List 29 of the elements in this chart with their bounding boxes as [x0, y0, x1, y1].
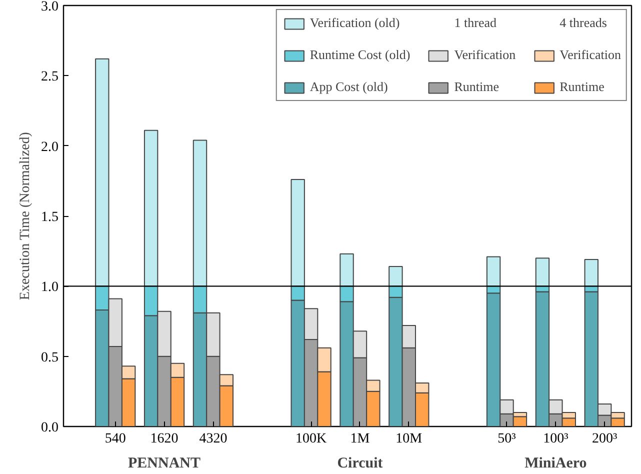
x-tick-label: 50³: [498, 432, 516, 446]
y-tick-label: 0.0: [41, 420, 58, 436]
text: Circuit: [337, 456, 383, 472]
legend-label: Runtime: [454, 79, 500, 95]
y-axis-title: Execution Time (Normalized): [18, 132, 33, 300]
annotation: 1 thread: [454, 15, 496, 31]
x-tick-label: 540: [104, 432, 126, 446]
y-tick-label: 3.0: [41, 0, 58, 14]
x-tick-label: 200³: [592, 432, 618, 446]
legend-label: Verification (old): [310, 15, 400, 31]
annotation: 4 threads: [560, 15, 607, 31]
legend-label: Verification: [560, 47, 621, 63]
x-tick-label: 10M: [396, 432, 423, 446]
x-tick-label: 4320: [199, 432, 228, 446]
text: MiniAero: [524, 456, 587, 472]
legend-label: Verification: [454, 47, 516, 63]
text: PENNANT: [128, 456, 201, 472]
legend-label: Runtime Cost (old): [310, 47, 410, 63]
y-tick-label: 0.5: [41, 350, 58, 366]
y-tick-label: 1.0: [41, 280, 58, 296]
legend-label: Runtime: [560, 79, 604, 95]
x-tick-label: 100³: [543, 432, 568, 446]
x-tick-label: 1M: [350, 432, 370, 446]
legend-label: App Cost (old): [310, 79, 388, 95]
x-tick-label: 100K: [295, 432, 327, 446]
y-tick-label: 2.0: [41, 140, 58, 155]
y-tick-label: 1.5: [41, 210, 58, 225]
y-tick-label: 2.5: [41, 70, 58, 85]
x-tick-label: 1620: [150, 432, 178, 446]
